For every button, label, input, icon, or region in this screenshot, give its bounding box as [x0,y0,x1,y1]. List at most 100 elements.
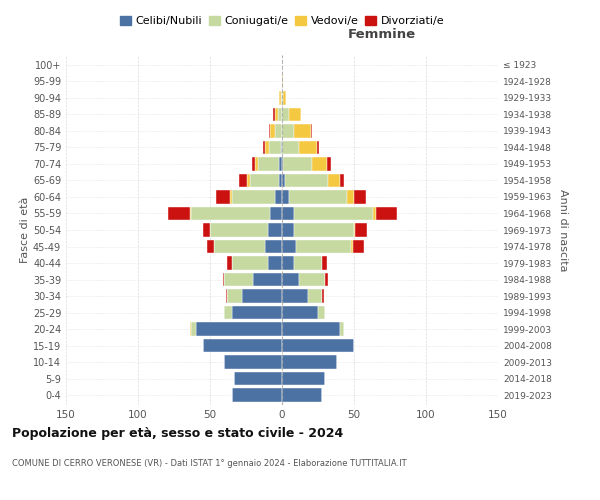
Bar [282,124,293,138]
Bar [293,223,354,237]
Bar [227,290,242,303]
Bar [289,190,347,204]
Bar [322,256,326,270]
Bar [224,273,253,286]
Bar [271,124,275,138]
Bar [265,240,282,254]
Y-axis label: Fasce di età: Fasce di età [20,197,30,263]
Bar [340,174,344,187]
Bar [271,206,282,220]
Bar [232,388,282,402]
Bar [223,273,224,286]
Bar [279,91,281,104]
Bar [354,190,365,204]
Bar [252,157,254,170]
Bar [268,256,282,270]
Bar [283,91,286,104]
Bar [282,273,299,286]
Bar [257,157,279,170]
Bar [312,157,326,170]
Bar [214,240,265,254]
Bar [247,174,250,187]
Text: Femmine: Femmine [347,28,415,41]
Bar [353,240,364,254]
Bar [282,240,296,254]
Bar [224,356,282,369]
Bar [326,157,331,170]
Bar [282,190,289,204]
Bar [242,290,282,303]
Bar [373,206,376,220]
Bar [232,256,268,270]
Bar [328,174,340,187]
Bar [216,190,230,204]
Bar [279,174,282,187]
Bar [274,108,275,121]
Bar [265,140,269,154]
Bar [168,206,190,220]
Bar [232,190,275,204]
Bar [281,140,282,154]
Bar [190,206,191,220]
Bar [275,108,278,121]
Bar [293,124,311,138]
Bar [207,240,214,254]
Bar [224,306,232,320]
Bar [191,206,271,220]
Bar [268,223,282,237]
Bar [282,174,285,187]
Bar [282,306,318,320]
Bar [250,174,279,187]
Bar [282,388,322,402]
Bar [230,190,232,204]
Y-axis label: Anni di nascita: Anni di nascita [557,188,568,271]
Bar [282,256,293,270]
Bar [308,290,322,303]
Bar [282,322,340,336]
Bar [293,256,322,270]
Bar [376,206,397,220]
Bar [340,322,344,336]
Bar [253,273,282,286]
Bar [282,206,293,220]
Bar [282,140,299,154]
Bar [254,157,257,170]
Text: COMUNE DI CERRO VERONESE (VR) - Dati ISTAT 1° gennaio 2024 - Elaborazione TUTTIT: COMUNE DI CERRO VERONESE (VR) - Dati IST… [12,459,407,468]
Bar [347,190,354,204]
Bar [226,290,227,303]
Bar [210,223,268,237]
Bar [296,240,351,254]
Bar [311,124,312,138]
Bar [285,174,328,187]
Bar [289,108,301,121]
Bar [354,223,355,237]
Bar [190,322,191,336]
Bar [299,140,317,154]
Bar [282,74,283,88]
Bar [239,174,247,187]
Bar [232,306,282,320]
Bar [282,290,308,303]
Bar [191,322,196,336]
Bar [282,223,293,237]
Bar [282,372,325,386]
Bar [282,91,283,104]
Bar [281,91,282,104]
Bar [203,223,210,237]
Bar [293,206,373,220]
Bar [235,372,282,386]
Bar [322,290,324,303]
Bar [278,108,282,121]
Bar [269,140,281,154]
Text: Popolazione per età, sesso e stato civile - 2024: Popolazione per età, sesso e stato civil… [12,428,343,440]
Legend: Celibi/Nubili, Coniugati/e, Vedovi/e, Divorziati/e: Celibi/Nubili, Coniugati/e, Vedovi/e, Di… [118,14,446,28]
Bar [196,322,282,336]
Bar [275,190,282,204]
Bar [299,273,325,286]
Bar [263,140,265,154]
Bar [325,273,328,286]
Bar [269,124,271,138]
Bar [318,306,325,320]
Bar [227,256,232,270]
Bar [282,157,283,170]
